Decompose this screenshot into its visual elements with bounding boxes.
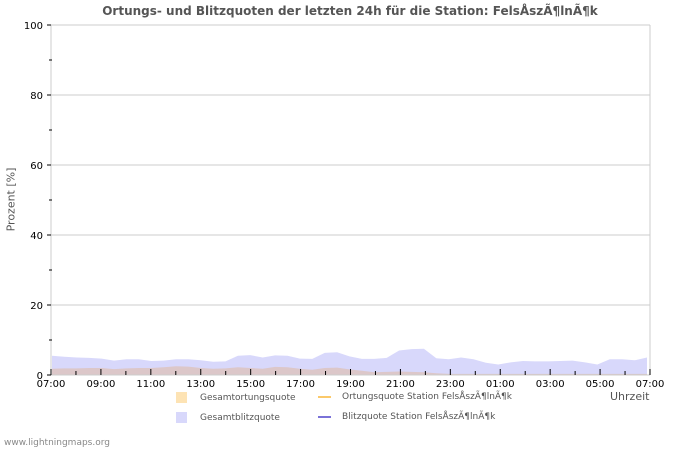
legend-gesamtortungsquote: Gesamtortungsquote — [176, 392, 296, 403]
x-axis-ticks: 07:00 09:00 11:00 13:00 15:00 17:00 19:00 21:00… — [37, 369, 665, 390]
legend-label: Gesamtblitzquote — [200, 412, 280, 423]
legend-label: Ortungsquote Station FelsÅszÃ¶lnÃ¶k — [342, 392, 512, 402]
legend-blitzquote-station: Blitzquote Station FelsÅszÃ¶lnÃ¶k — [318, 412, 495, 422]
svg-text:80: 80 — [30, 91, 43, 102]
y-axis-label: Prozent [%] — [4, 167, 18, 232]
legend-label: Gesamtortungsquote — [200, 392, 296, 403]
svg-text:11:00: 11:00 — [136, 379, 165, 390]
grid-lines — [51, 24, 650, 306]
data-areas — [52, 348, 647, 375]
svg-text:17:00: 17:00 — [286, 379, 315, 390]
footer-credit: www.lightningmaps.org — [4, 438, 110, 448]
svg-text:0: 0 — [37, 371, 43, 382]
svg-text:15:00: 15:00 — [236, 379, 265, 390]
svg-text:05:00: 05:00 — [586, 379, 615, 390]
legend-label: Blitzquote Station FelsÅszÃ¶lnÃ¶k — [342, 412, 496, 422]
svg-text:60: 60 — [30, 161, 43, 172]
svg-text:19:00: 19:00 — [336, 379, 365, 390]
svg-text:07:00: 07:00 — [37, 379, 66, 390]
svg-text:03:00: 03:00 — [536, 379, 565, 390]
legend-gesamtblitzquote: Gesamtblitzquote — [176, 412, 280, 423]
legend-line-icon — [318, 416, 331, 418]
svg-text:07:00: 07:00 — [636, 379, 665, 390]
svg-text:100: 100 — [24, 21, 43, 32]
x-axis-label: Uhrzeit — [610, 390, 650, 403]
svg-text:21:00: 21:00 — [386, 379, 415, 390]
y-axis-ticks: 0 20 40 60 80 100 — [24, 21, 52, 382]
svg-text:23:00: 23:00 — [436, 379, 465, 390]
svg-text:13:00: 13:00 — [186, 379, 215, 390]
legend-swatch-icon — [176, 392, 187, 403]
legend-line-icon — [318, 396, 331, 398]
legend-ortungsquote-station: Ortungsquote Station FelsÅszÃ¶lnÃ¶k — [318, 392, 512, 402]
axes — [50, 24, 651, 376]
chart-title: Ortungs- und Blitzquoten der letzten 24h… — [102, 4, 598, 18]
svg-text:20: 20 — [30, 301, 43, 312]
svg-text:40: 40 — [30, 231, 43, 242]
legend-swatch-icon — [176, 412, 187, 423]
svg-text:01:00: 01:00 — [486, 379, 515, 390]
svg-text:09:00: 09:00 — [87, 379, 116, 390]
